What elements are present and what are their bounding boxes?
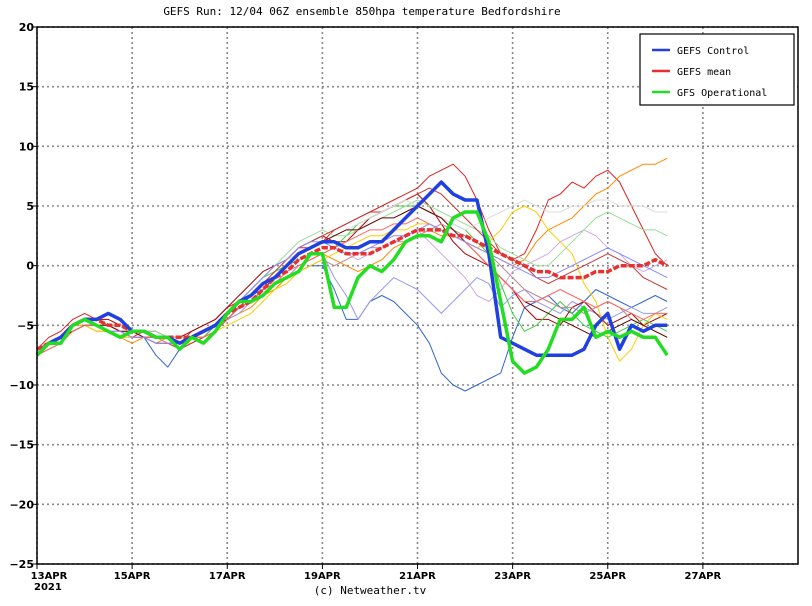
y-tick-label: 15 [19,81,34,94]
ensemble-member-line [36,223,668,350]
y-tick-label: −20 [9,498,34,511]
x-tick-label: 27APR [685,571,722,582]
legend-label-mean: GEFS mean [677,67,731,78]
credit-label: (c) Netweather.tv [314,584,427,597]
legend: GEFS Control GEFS mean GFS Operational [639,33,795,106]
y-tick-label: −10 [9,379,34,392]
y-tick-label: −5 [17,319,34,332]
legend-label-control: GEFS Control [677,46,749,57]
x-tick-label: 25APR [589,571,626,582]
x-tick-label: 21APR [399,571,436,582]
x-axis-ticks: 13APR 15APR 17APR 19APR 21APR 23APR 25APR 27APR [31,564,722,582]
main-series [35,180,669,375]
year-label: 2021 [34,582,62,593]
x-tick-label: 19APR [304,571,341,582]
y-tick-label: 0 [26,260,34,273]
x-tick-label: 17APR [209,571,246,582]
y-tick-label: 20 [19,21,35,34]
x-tick-label: 13APR [31,571,68,582]
y-tick-label: 5 [26,200,34,213]
ensemble-member-line [36,157,668,350]
series-line-operational [35,210,669,375]
chart-title: GEFS Run: 12/04 06Z ensemble 850hpa temp… [163,5,560,18]
y-tick-label: −25 [9,558,34,571]
legend-label-operational: GFS Operational [677,88,767,99]
x-tick-label: 23APR [494,571,531,582]
x-tick-label: 15APR [114,571,151,582]
y-tick-label: −15 [9,439,34,452]
y-tick-label: 10 [19,140,35,153]
y-axis-ticks: 20 15 10 5 0 −5 −10 −15 −20 −25 [9,21,37,571]
